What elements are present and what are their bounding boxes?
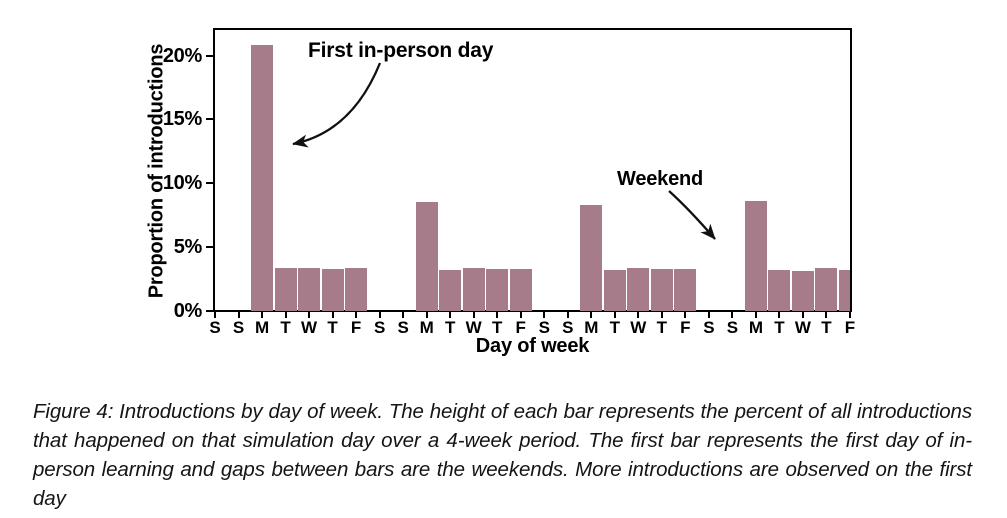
x-tick-label-5: T bbox=[327, 318, 338, 337]
x-tick-26 bbox=[825, 312, 828, 318]
plot-frame bbox=[213, 28, 852, 312]
x-tick-3 bbox=[284, 312, 287, 318]
x-tick-21 bbox=[707, 312, 710, 318]
plot-area bbox=[215, 30, 850, 311]
x-tick-4 bbox=[308, 312, 311, 318]
x-tick-label-21: S bbox=[703, 318, 715, 337]
bar-day-18 bbox=[627, 267, 650, 311]
x-tick-label-17: T bbox=[609, 318, 620, 337]
bar-day-12 bbox=[486, 268, 509, 311]
y-tick-1 bbox=[206, 246, 214, 249]
bar-day-20 bbox=[674, 268, 697, 311]
bar-day-3 bbox=[274, 267, 297, 311]
x-tick-10 bbox=[449, 312, 452, 318]
x-tick-20 bbox=[684, 312, 687, 318]
caption-line-3: person learning and gaps between bars ar… bbox=[33, 458, 972, 510]
x-tick-label-6: F bbox=[350, 318, 362, 337]
x-tick-18 bbox=[637, 312, 640, 318]
bar-day-25 bbox=[791, 271, 814, 311]
x-tick-label-7: S bbox=[373, 318, 386, 337]
y-tick-label-1: 5% bbox=[173, 236, 203, 259]
bar-day-9 bbox=[415, 202, 438, 311]
y-tick-0 bbox=[206, 310, 214, 312]
bar-day-4 bbox=[298, 267, 321, 311]
annotation-first-in-person-day: First in-person day bbox=[308, 39, 494, 62]
x-tick-label-9: M bbox=[419, 318, 434, 337]
bar-day-10 bbox=[439, 270, 462, 311]
x-tick-label-22: S bbox=[726, 318, 739, 337]
x-tick-2 bbox=[261, 312, 264, 318]
x-tick-label-0: S bbox=[209, 318, 221, 337]
bar-day-2 bbox=[251, 45, 274, 311]
y-tick-label-2: 10% bbox=[162, 172, 202, 195]
x-tick-8 bbox=[402, 312, 405, 318]
x-tick-label-11: W bbox=[465, 318, 482, 337]
x-tick-13 bbox=[519, 312, 522, 318]
y-tick-label-4: 20% bbox=[162, 44, 202, 67]
x-tick-12 bbox=[496, 312, 499, 318]
bar-day-19 bbox=[650, 268, 673, 311]
x-tick-16 bbox=[590, 312, 593, 318]
caption-line-2: that happened on that simulation day ove… bbox=[33, 429, 972, 452]
x-tick-24 bbox=[778, 312, 781, 318]
x-tick-label-8: S bbox=[397, 318, 409, 337]
introductions-by-day-chart: Proportion of introductions Day of week … bbox=[145, 28, 856, 357]
x-tick-11 bbox=[472, 312, 475, 318]
x-tick-label-27: F bbox=[844, 318, 856, 337]
x-tick-7 bbox=[378, 312, 381, 318]
x-tick-label-16: M bbox=[584, 318, 599, 337]
x-tick-label-19: T bbox=[656, 318, 668, 337]
x-tick-label-12: T bbox=[492, 318, 503, 337]
caption-line-4: of school and after weekends than on oth… bbox=[33, 513, 972, 518]
figure-caption: Figure 4: Introductions by day of week. … bbox=[33, 397, 972, 518]
bar-day-23 bbox=[744, 201, 767, 311]
y-tick-label-3: 15% bbox=[162, 108, 202, 131]
y-tick-3 bbox=[206, 118, 214, 121]
x-tick-label-2: M bbox=[254, 318, 270, 337]
x-tick-label-23: M bbox=[748, 318, 763, 337]
bar-day-26 bbox=[815, 267, 838, 311]
x-tick-9 bbox=[425, 312, 428, 318]
annotation-weekend: Weekend bbox=[617, 168, 704, 190]
x-tick-label-3: T bbox=[280, 318, 291, 337]
x-tick-label-15: S bbox=[562, 318, 574, 337]
x-tick-0 bbox=[214, 312, 216, 318]
x-tick-label-24: T bbox=[774, 318, 785, 337]
x-tick-6 bbox=[355, 312, 358, 318]
x-tick-label-14: S bbox=[538, 318, 550, 337]
x-tick-5 bbox=[331, 312, 334, 318]
y-axis-title: Proportion of introductions bbox=[145, 43, 168, 299]
x-tick-label-26: T bbox=[821, 318, 832, 337]
y-tick-2 bbox=[206, 182, 214, 185]
y-tick-4 bbox=[206, 54, 214, 57]
x-tick-1 bbox=[237, 312, 240, 318]
bar-day-6 bbox=[345, 267, 368, 311]
x-tick-14 bbox=[543, 312, 546, 318]
x-tick-label-1: S bbox=[232, 318, 245, 337]
bar-day-13 bbox=[509, 268, 532, 311]
bar-day-11 bbox=[462, 267, 485, 311]
bar-day-24 bbox=[768, 270, 791, 311]
x-tick-label-20: F bbox=[680, 318, 691, 337]
x-tick-19 bbox=[660, 312, 663, 318]
caption-line-1: Figure 4: Introductions by day of week. … bbox=[33, 400, 972, 423]
x-tick-25 bbox=[801, 312, 804, 318]
x-tick-22 bbox=[731, 312, 734, 318]
y-tick-label-0: 0% bbox=[173, 300, 203, 322]
x-tick-17 bbox=[613, 312, 616, 318]
x-tick-label-18: W bbox=[630, 318, 647, 337]
x-tick-23 bbox=[754, 312, 757, 318]
bar-day-27 bbox=[839, 270, 850, 311]
bar-day-16 bbox=[580, 205, 603, 311]
x-tick-label-10: T bbox=[444, 318, 456, 337]
x-axis-title: Day of week bbox=[475, 335, 590, 357]
x-tick-label-13: F bbox=[515, 318, 526, 337]
x-tick-label-4: W bbox=[301, 318, 318, 337]
bar-day-5 bbox=[321, 268, 344, 311]
x-tick-15 bbox=[566, 312, 569, 318]
x-tick-27 bbox=[849, 312, 851, 318]
x-tick-label-25: W bbox=[794, 318, 811, 337]
bar-day-17 bbox=[603, 270, 626, 311]
